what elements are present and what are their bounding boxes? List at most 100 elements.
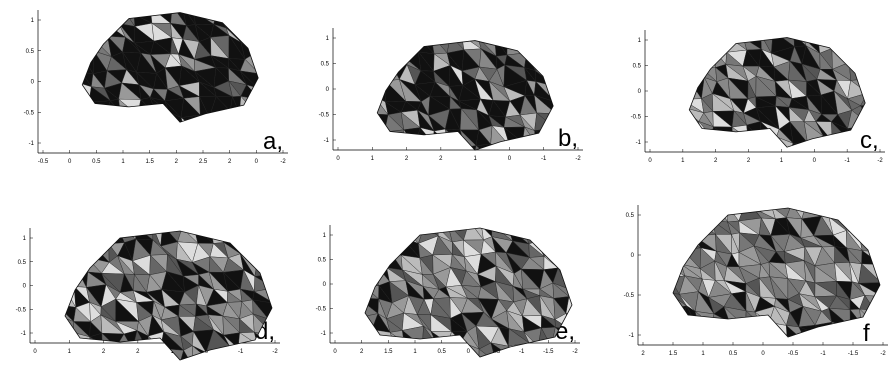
mesh-face bbox=[376, 358, 391, 368]
x-tick-label: -2 bbox=[575, 156, 581, 162]
x-tick-label: -1 bbox=[519, 349, 525, 355]
mesh-face bbox=[717, 155, 732, 167]
x-tick-label: 2 bbox=[641, 351, 645, 357]
mesh-face bbox=[254, 359, 267, 368]
mesh-face bbox=[701, 53, 716, 68]
mesh-face bbox=[73, 256, 88, 272]
mesh-face bbox=[89, 112, 108, 130]
y-tick-label: -1 bbox=[636, 140, 642, 146]
mesh-face bbox=[510, 158, 520, 169]
mesh-face bbox=[696, 144, 718, 158]
mesh-face bbox=[244, 24, 260, 40]
mesh bbox=[356, 221, 604, 368]
mesh-face bbox=[581, 287, 600, 304]
mesh-face bbox=[583, 221, 598, 240]
mesh-face bbox=[63, 262, 79, 273]
mesh-face bbox=[272, 26, 286, 40]
mesh-face bbox=[356, 254, 378, 268]
mesh-face bbox=[108, 130, 125, 147]
mesh-face bbox=[583, 329, 602, 341]
mesh-face bbox=[859, 219, 873, 235]
mesh-face bbox=[683, 38, 703, 53]
mesh-face bbox=[281, 240, 303, 262]
mesh-face bbox=[267, 363, 284, 368]
mesh-face bbox=[581, 284, 600, 302]
mesh-face bbox=[202, 126, 214, 142]
x-tick-label: 0 bbox=[333, 349, 337, 355]
mesh-face bbox=[569, 273, 581, 289]
mesh-face bbox=[881, 34, 894, 54]
mesh-face bbox=[890, 322, 895, 342]
mesh-face bbox=[73, 363, 88, 368]
x-tick-label: -2 bbox=[280, 159, 286, 165]
mesh-face bbox=[555, 95, 567, 112]
x-tick-label: 1 bbox=[701, 351, 705, 357]
mesh-face bbox=[581, 312, 599, 330]
mesh-face bbox=[156, 128, 171, 141]
mesh-face bbox=[283, 260, 303, 275]
mesh-face bbox=[713, 203, 728, 222]
mesh-face bbox=[874, 235, 895, 251]
x-tick-label: 1 bbox=[681, 158, 685, 164]
y-tick-label: -0.5 bbox=[631, 115, 642, 121]
mesh-face bbox=[364, 243, 377, 254]
mesh-face bbox=[679, 341, 699, 357]
mesh-face bbox=[75, 115, 90, 131]
mesh-face bbox=[132, 360, 148, 368]
mesh-face bbox=[274, 288, 283, 303]
x-tick-label: 1 bbox=[371, 156, 375, 162]
mesh-face bbox=[385, 132, 406, 143]
mesh-face bbox=[880, 61, 892, 85]
mesh-face bbox=[549, 157, 571, 169]
mesh-face bbox=[434, 129, 447, 143]
mesh-face bbox=[93, 28, 108, 38]
mesh-face bbox=[371, 158, 390, 170]
mesh-face bbox=[703, 37, 716, 52]
mesh-face bbox=[555, 236, 572, 251]
mesh-face bbox=[699, 325, 715, 343]
mesh-face bbox=[861, 106, 881, 128]
mesh-face bbox=[273, 54, 291, 67]
mesh-face bbox=[272, 255, 284, 270]
mesh-face bbox=[820, 136, 839, 156]
mesh-face bbox=[570, 273, 584, 286]
mesh-face bbox=[63, 273, 79, 287]
mesh-face bbox=[566, 236, 582, 256]
x-tick-label: 2 bbox=[102, 349, 106, 355]
mesh-face bbox=[267, 270, 286, 288]
mesh-face bbox=[555, 86, 567, 101]
mesh-face bbox=[266, 229, 282, 244]
mesh-face bbox=[283, 333, 301, 352]
mesh-face bbox=[890, 250, 895, 269]
mesh-face bbox=[394, 342, 404, 359]
mesh-face bbox=[520, 158, 541, 170]
mesh-face bbox=[863, 79, 880, 93]
mesh-face bbox=[267, 275, 286, 288]
mesh-face bbox=[668, 322, 679, 342]
mesh-face bbox=[551, 64, 569, 86]
x-tick-label: -2 bbox=[572, 349, 578, 355]
mesh-face bbox=[860, 208, 878, 223]
mesh-face bbox=[272, 38, 291, 55]
mesh-face bbox=[241, 224, 257, 243]
y-tick-label: -0.5 bbox=[24, 110, 35, 116]
mesh-face bbox=[850, 208, 866, 219]
mesh-face bbox=[435, 357, 453, 368]
mesh-face bbox=[79, 8, 96, 28]
mesh-face bbox=[136, 360, 151, 368]
mesh-face bbox=[846, 47, 864, 65]
mesh-face bbox=[667, 310, 680, 329]
mesh-face bbox=[74, 230, 89, 241]
mesh-face bbox=[260, 39, 273, 54]
mesh-face bbox=[876, 250, 894, 269]
mesh-face bbox=[524, 343, 536, 363]
mesh-face bbox=[63, 247, 73, 262]
mesh-face bbox=[93, 10, 111, 27]
mesh-face bbox=[688, 38, 703, 53]
mesh-face bbox=[103, 230, 124, 244]
mesh-face bbox=[418, 157, 431, 172]
mesh-face bbox=[79, 27, 93, 40]
x-tick-label: 0 bbox=[648, 158, 652, 164]
mesh-face bbox=[861, 106, 880, 128]
mesh-face bbox=[79, 38, 94, 51]
